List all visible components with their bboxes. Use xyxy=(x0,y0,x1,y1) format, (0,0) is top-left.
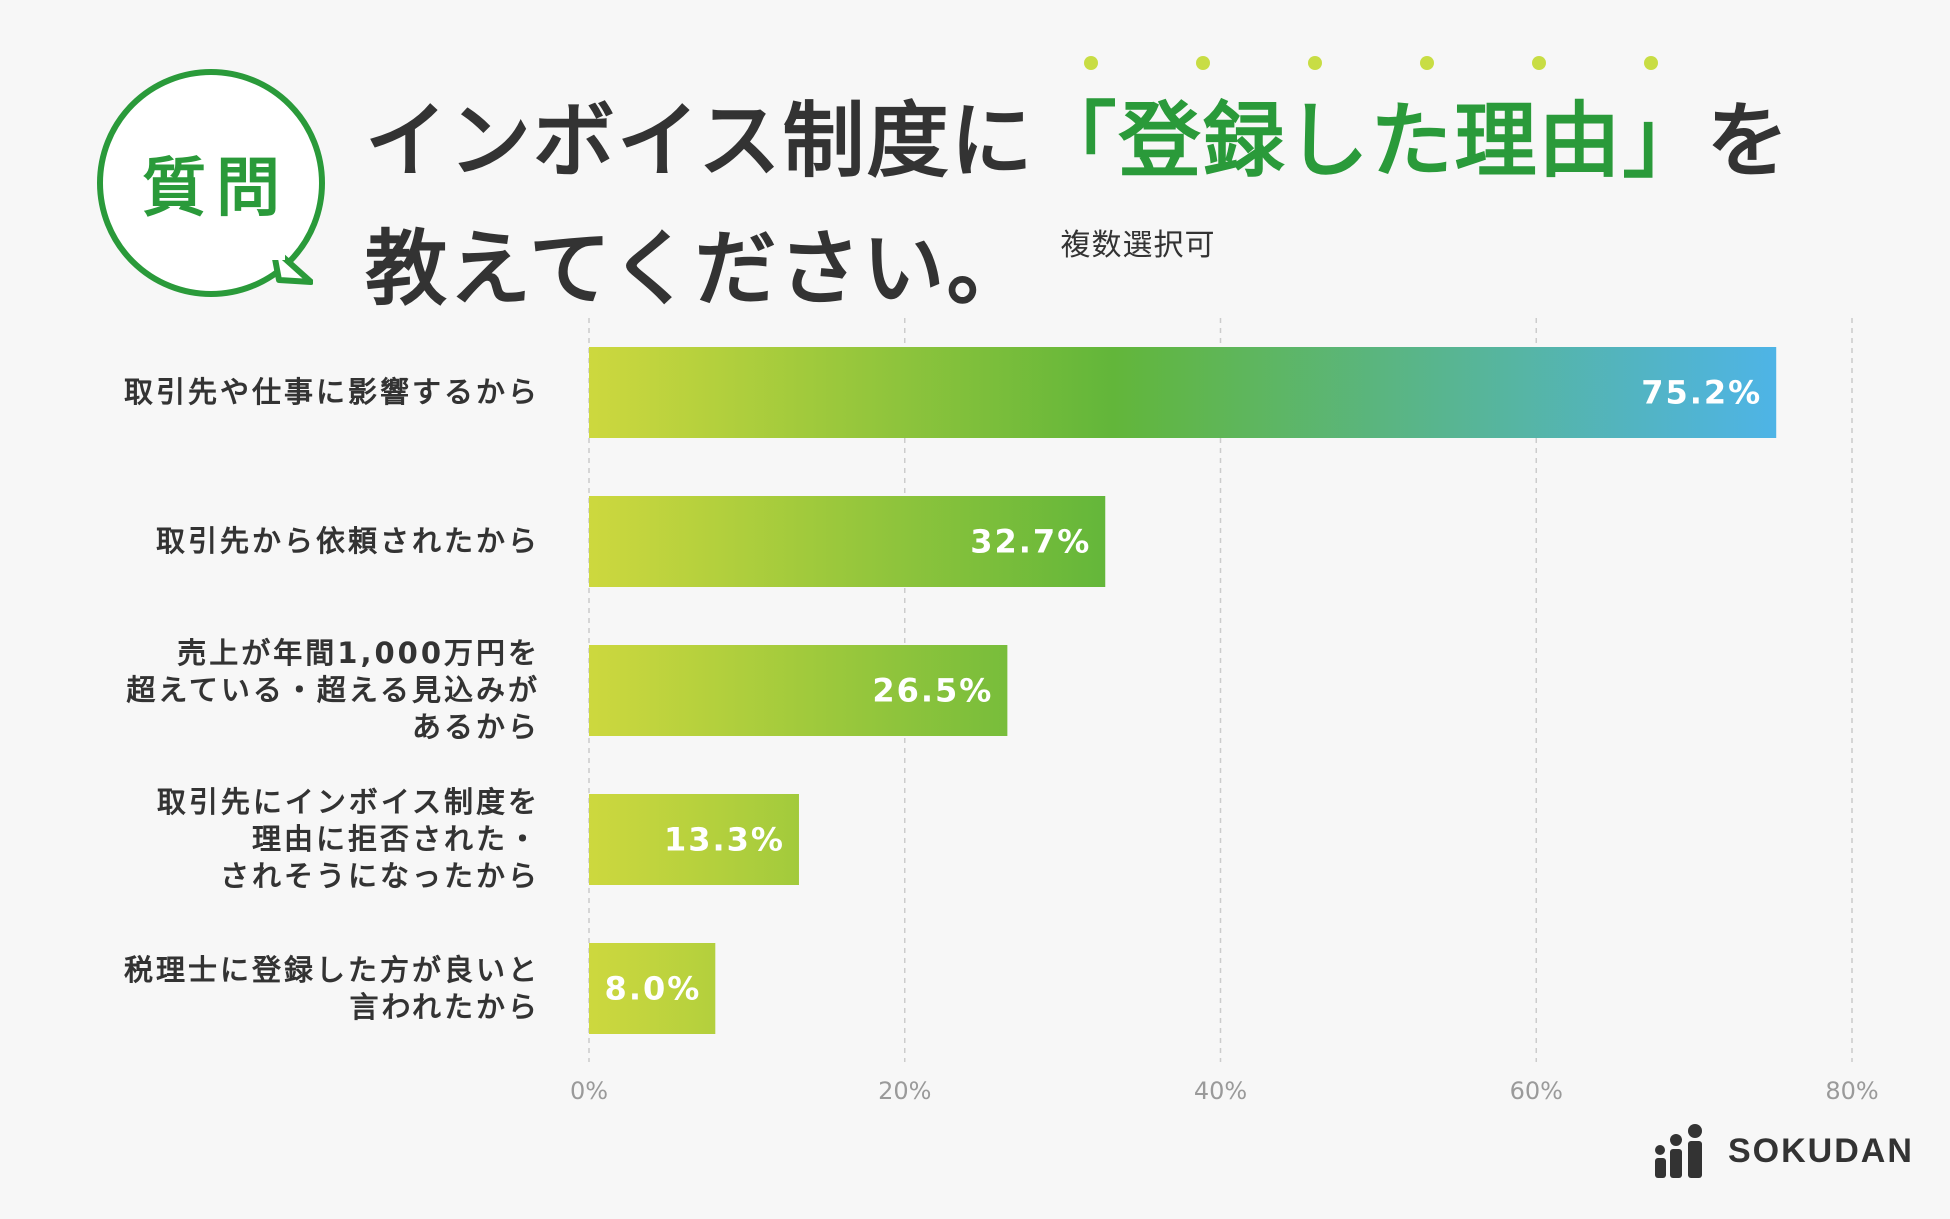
sokudan-logo: SOKUDAN xyxy=(1652,1122,1914,1180)
bar xyxy=(589,794,799,885)
badge-label: 質問 xyxy=(142,152,290,226)
brand-name: SOKUDAN xyxy=(1728,1131,1914,1170)
x-tick-label: 0% xyxy=(570,1077,608,1105)
title-part-1: インボイス制度に xyxy=(365,94,1035,189)
question-badge: 質問 xyxy=(97,69,325,297)
emphasis-dots xyxy=(1035,56,1707,72)
bar-value-label: 13.3% xyxy=(664,821,785,859)
bar-value-label: 32.7% xyxy=(970,523,1091,561)
title-line-1: インボイス制度に 「登録した理由」を xyxy=(365,56,1791,194)
category-label: 取引先から依頼されたから xyxy=(155,524,540,558)
category-label: 税理士に登録した方が良いと 言われたから xyxy=(123,952,540,1024)
bar-value-label: 26.5% xyxy=(872,672,993,710)
title-line-2: 教えてください。 複数選択可 xyxy=(365,194,1791,322)
title-highlight: 「登録した理由」 xyxy=(1035,56,1707,189)
x-tick-label: 20% xyxy=(878,1077,931,1105)
x-tick-label: 40% xyxy=(1194,1077,1247,1105)
category-label: 取引先や仕事に影響するから xyxy=(123,375,540,409)
bar xyxy=(589,496,1106,587)
bar xyxy=(589,943,716,1034)
speech-bubble-tail-icon xyxy=(271,246,313,285)
x-tick-label: 60% xyxy=(1510,1077,1563,1105)
bar xyxy=(589,347,1777,438)
multiple-choice-note: 複数選択可 xyxy=(1060,228,1216,263)
page-title: インボイス制度に 「登録した理由」を 教えてください。 複数選択可 xyxy=(365,56,1791,322)
bar xyxy=(589,645,1008,736)
bar-value-label: 8.0% xyxy=(605,970,702,1008)
title-line-2-text: 教えてください。 xyxy=(365,222,1031,317)
category-label: 売上が年間1,000万円を 超えている・超える見込みが あるから xyxy=(126,636,540,744)
title-part-2: を xyxy=(1706,94,1791,189)
category-label: 取引先にインボイス制度を 理由に拒否された・ されそうになったから xyxy=(156,785,540,893)
bar-value-label: 75.2% xyxy=(1641,374,1762,412)
sokudan-logo-icon xyxy=(1655,1124,1702,1178)
x-tick-label: 80% xyxy=(1825,1077,1878,1105)
